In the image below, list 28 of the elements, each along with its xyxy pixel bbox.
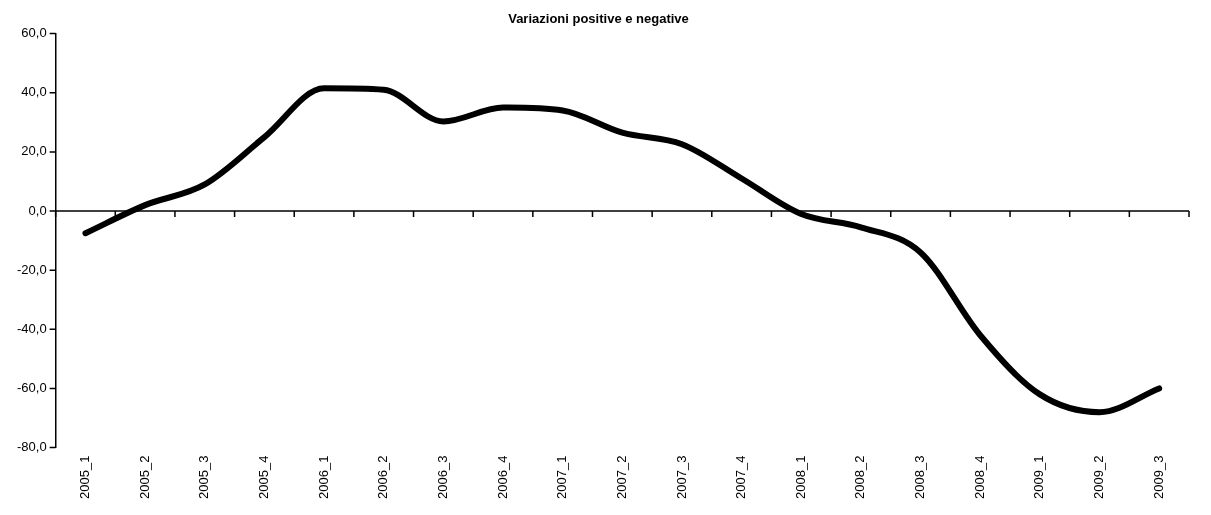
x-tick-label: 2008_3 <box>912 455 928 500</box>
x-tick-label: 2008_4 <box>971 455 987 500</box>
x-tick-label: 2007_1 <box>554 455 570 500</box>
y-tick-label: 60,0 <box>21 25 47 41</box>
y-tick-label: -20,0 <box>16 261 47 277</box>
x-tick-label: 2005_4 <box>255 455 271 500</box>
x-tick-label: 2009_2 <box>1091 455 1107 500</box>
x-tick-label: 2008_1 <box>792 455 808 500</box>
x-tick-label: 2009_1 <box>1031 455 1047 500</box>
x-tick-label: 2006_4 <box>494 455 510 500</box>
x-tick-label: 2007_2 <box>613 455 629 500</box>
x-tick-label: 2007_3 <box>673 455 689 500</box>
x-tick-label: 2005_2 <box>136 455 152 500</box>
x-tick-label: 2007_4 <box>733 455 749 500</box>
x-tick-label: 2006_2 <box>375 455 391 500</box>
x-tick-label: 2005_1 <box>77 455 93 500</box>
x-tick-label: 2006_1 <box>315 455 331 500</box>
chart-title: Variazioni positive e negative <box>508 11 689 27</box>
x-tick-label: 2006_3 <box>434 455 450 500</box>
y-tick-label: 20,0 <box>21 143 47 159</box>
x-tick-label: 2008_2 <box>852 455 868 500</box>
x-tick-label: 2009_3 <box>1150 455 1166 500</box>
y-tick-label: -80,0 <box>16 439 47 455</box>
y-tick-label: 40,0 <box>21 84 47 100</box>
y-tick-label: -60,0 <box>16 380 47 396</box>
y-tick-label: -40,0 <box>16 320 47 336</box>
x-tick-label: 2005_3 <box>196 455 212 500</box>
y-tick-label: 0,0 <box>28 202 47 218</box>
